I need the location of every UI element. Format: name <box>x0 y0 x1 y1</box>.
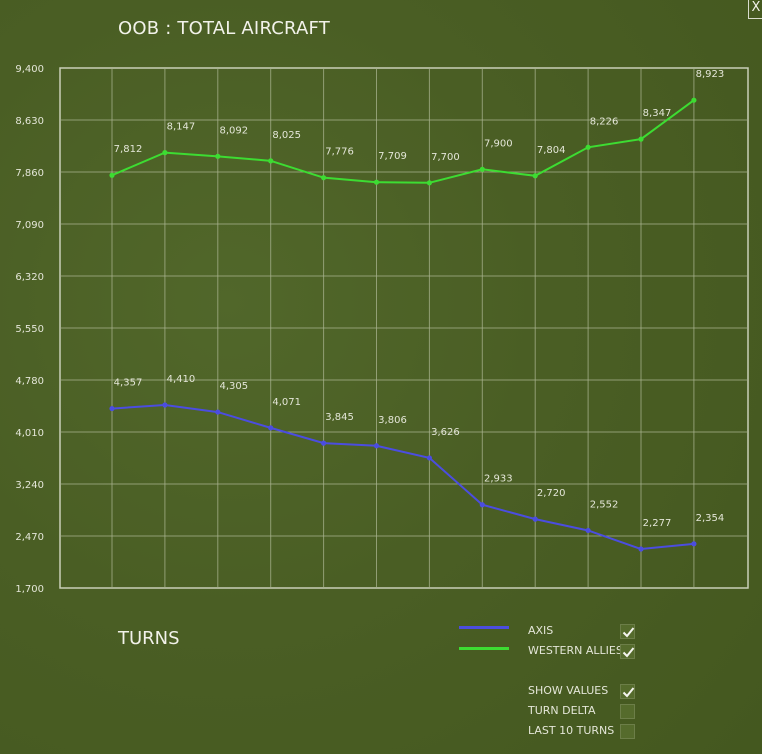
western-allies-value-label: 7,812 <box>114 144 143 155</box>
axis-value-label: 4,410 <box>167 374 196 385</box>
axis-point <box>162 402 168 408</box>
axis-value-label: 4,071 <box>272 397 301 408</box>
y-tick-label: 5,550 <box>15 324 44 335</box>
axis-point <box>268 425 274 431</box>
axis-value-label: 4,305 <box>219 381 248 392</box>
western-allies-value-label: 7,709 <box>378 151 407 162</box>
western-allies-point <box>585 144 591 150</box>
axis-value-label: 2,933 <box>484 474 513 485</box>
western-allies-point <box>532 173 538 179</box>
western-allies-point <box>321 175 327 181</box>
western-allies-point <box>109 172 115 178</box>
axis-series-line <box>111 403 694 551</box>
axis-point <box>479 502 485 508</box>
axis-point <box>215 409 221 415</box>
axis-point <box>373 443 380 449</box>
western-allies-legend-swatch <box>459 647 509 650</box>
axis-value-label: 3,845 <box>325 412 354 423</box>
axis-value-label: 2,720 <box>537 488 566 499</box>
western-allies-point <box>426 180 432 186</box>
checkmark-icon <box>622 647 635 658</box>
y-tick-label: 6,320 <box>15 272 44 283</box>
western-allies-value-label: 8,347 <box>643 108 672 119</box>
axis-legend-swatch <box>459 626 509 629</box>
y-tick-label: 4,780 <box>15 376 44 387</box>
western-allies-series-line <box>111 99 695 184</box>
western-allies-checkbox[interactable] <box>620 644 635 659</box>
y-tick-label: 7,860 <box>15 168 44 179</box>
axis-point <box>691 541 697 547</box>
western-allies-value-label: 7,900 <box>484 138 513 149</box>
y-tick-label: 8,630 <box>15 116 44 127</box>
western-allies-point <box>691 97 697 103</box>
western-allies-point <box>215 153 221 159</box>
y-tick-label: 9,400 <box>15 64 44 75</box>
show-values-checkbox[interactable] <box>620 684 635 699</box>
y-tick-label: 3,240 <box>15 480 44 491</box>
last-10-turns-label: LAST 10 TURNS <box>528 724 615 737</box>
western-allies-value-label: 7,776 <box>325 147 354 158</box>
close-button[interactable]: X <box>748 0 762 19</box>
western-allies-value-label: 8,147 <box>167 122 196 133</box>
western-allies-value-label: 8,226 <box>590 116 619 127</box>
y-tick-label: 1,700 <box>15 584 44 595</box>
axis-value-label: 2,552 <box>590 499 619 510</box>
chart-area: 1,700 2,470 3,240 4,010 4,780 5,550 6,320 7,090… <box>15 64 749 595</box>
axis-point <box>585 527 591 534</box>
turn-delta-checkbox[interactable] <box>620 704 635 719</box>
western-allies-point <box>162 150 168 156</box>
axis-legend-label: AXIS <box>528 624 554 637</box>
axis-point <box>426 455 432 461</box>
axis-point <box>638 546 644 552</box>
western-allies-value-label: 7,804 <box>537 145 566 156</box>
western-allies-value-label: 8,092 <box>219 125 248 136</box>
chart-title: OOB : TOTAL AIRCRAFT <box>118 18 330 39</box>
western-allies-point <box>479 166 485 172</box>
western-allies-point <box>268 158 274 164</box>
last-10-turns-checkbox[interactable] <box>620 724 635 739</box>
axis-point <box>321 440 327 446</box>
western-allies-value-label: 8,025 <box>272 130 301 141</box>
western-allies-legend-label: WESTERN ALLIES <box>528 644 623 657</box>
western-allies-value-label: 8,923 <box>696 69 725 80</box>
axis-point <box>109 405 115 412</box>
axis-value-label: 4,357 <box>114 378 143 389</box>
show-values-label: SHOW VALUES <box>528 684 609 697</box>
y-tick-label: 2,470 <box>15 532 44 543</box>
western-allies-point <box>373 179 380 185</box>
checkmark-icon <box>622 627 635 638</box>
axis-value-label: 2,277 <box>643 518 672 529</box>
y-tick-label: 4,010 <box>15 428 44 439</box>
turn-delta-label: TURN DELTA <box>528 704 596 717</box>
y-tick-label: 7,090 <box>15 220 44 231</box>
western-allies-value-label: 7,700 <box>431 152 460 163</box>
axis-checkbox[interactable] <box>620 624 635 639</box>
axis-value-label: 3,626 <box>431 427 460 438</box>
axis-point <box>532 516 538 522</box>
x-axis-title: TURNS <box>118 628 180 649</box>
western-allies-point <box>638 136 644 142</box>
axis-value-label: 2,354 <box>696 513 725 524</box>
axis-value-label: 3,806 <box>378 415 407 426</box>
checkmark-icon <box>622 687 635 698</box>
